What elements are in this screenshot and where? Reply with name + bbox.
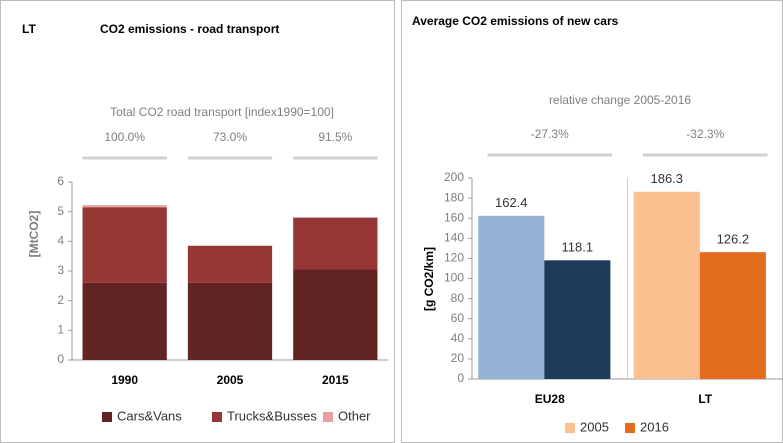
bar-segment (187, 245, 273, 283)
bar-segment (293, 269, 378, 360)
bar-segment (82, 205, 167, 208)
data-label: 162.4 (495, 195, 528, 210)
index-label: -32.3% (686, 127, 724, 141)
data-label: 186.3 (650, 171, 683, 186)
x-tick-label: LT (698, 392, 712, 406)
y-tick-label: 6 (57, 174, 64, 188)
x-tick-label: 1990 (111, 373, 138, 387)
y-tick-label: 60 (451, 311, 465, 325)
y-tick-label: 2 (57, 293, 64, 307)
index-label: 100.0% (104, 130, 145, 144)
data-label: 118.1 (562, 240, 594, 255)
legend-swatch (625, 423, 635, 433)
index-label: -27.3% (531, 127, 569, 141)
legend-label: 2016 (640, 419, 669, 434)
bar (544, 260, 611, 379)
legend-label: Trucks&Busses (227, 408, 317, 423)
x-tick-label: 2005 (217, 373, 244, 387)
bar (633, 191, 700, 379)
legend-swatch (565, 423, 575, 433)
bar-segment (293, 217, 378, 270)
annotation: Total CO2 road transport [index1990=100] (110, 105, 334, 119)
y-tick-label: 80 (451, 291, 465, 305)
data-label: 126.2 (717, 232, 750, 247)
y-tick-label: 5 (57, 204, 64, 218)
index-label: 73.0% (213, 130, 247, 144)
y-axis-label: [g CO2/km] (422, 247, 436, 311)
bar-segment (82, 282, 167, 360)
legend-label: 2005 (580, 419, 609, 434)
y-tick-label: 4 (57, 234, 64, 248)
y-tick-label: 200 (444, 170, 464, 184)
x-tick-label: 2015 (322, 373, 349, 387)
legend-label: Other (338, 408, 371, 423)
y-tick-label: 20 (451, 351, 465, 365)
bar (699, 252, 766, 379)
bar-segment (82, 207, 167, 283)
chart-title: Average CO2 emissions of new cars (412, 14, 619, 28)
y-tick-label: 160 (444, 210, 464, 224)
country-label: LT (22, 22, 36, 36)
y-axis-label: [MtCO2] (27, 211, 41, 258)
annotation: relative change 2005-2016 (549, 93, 691, 107)
chart-title: CO2 emissions - road transport (100, 22, 279, 36)
y-tick-label: 0 (57, 352, 64, 366)
y-tick-label: 3 (57, 263, 64, 277)
legend-swatch (323, 412, 333, 422)
y-tick-label: 40 (451, 331, 465, 345)
bar-segment (187, 282, 273, 360)
legend-label: Cars&Vans (117, 408, 182, 423)
y-tick-label: 120 (444, 251, 464, 265)
bar (478, 215, 545, 379)
legend-swatch (212, 412, 222, 422)
y-tick-label: 1 (57, 323, 64, 337)
y-tick-label: 100 (444, 271, 464, 285)
legend-swatch (102, 412, 112, 422)
y-tick-label: 180 (444, 190, 464, 204)
y-tick-label: 140 (444, 230, 464, 244)
y-tick-label: 0 (457, 371, 464, 385)
index-label: 91.5% (318, 130, 352, 144)
x-tick-label: EU28 (535, 392, 565, 406)
